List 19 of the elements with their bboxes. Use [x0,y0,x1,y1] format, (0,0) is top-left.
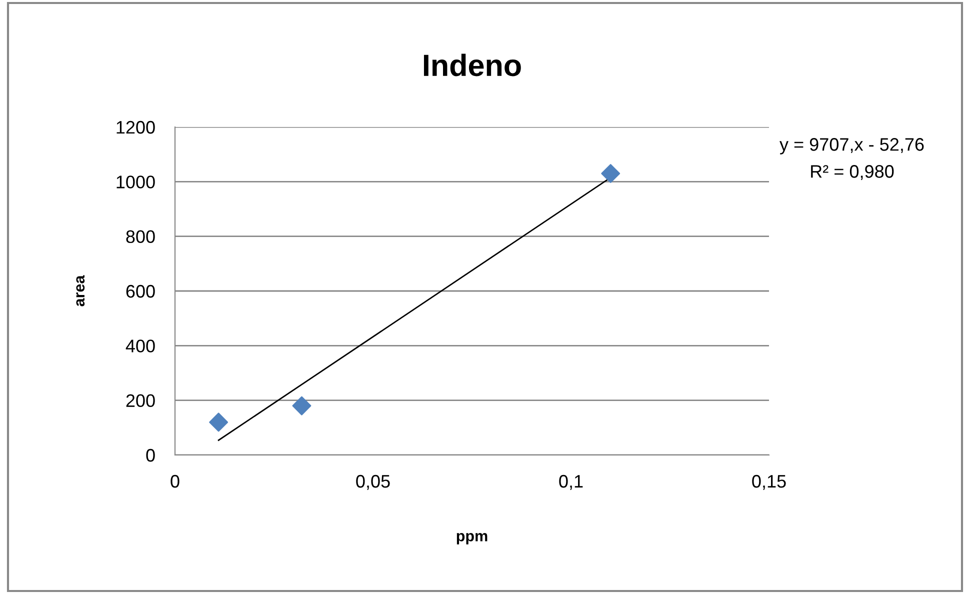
x-tick-label: 0,05 [356,474,390,490]
y-tick-label: 0 [146,448,155,462]
y-tick-label: 200 [126,394,155,408]
y-axis-title: area [76,275,85,306]
x-tick-label: 0,15 [752,474,786,490]
x-tick-label: 0,1 [559,474,583,490]
point [292,396,312,416]
y-tick-label: 800 [126,230,155,244]
y-tick-label: 400 [126,340,155,352]
text: y = 9707,x - 52,76 [780,138,924,154]
x-axis-title: ppm [456,532,488,544]
y-tick-label: 1000 [116,176,155,188]
x-tick-label: 0 [170,474,180,488]
chart-title: Indeno [424,54,521,76]
point [209,412,228,432]
point [601,164,620,183]
text: R² = 0,980 [811,165,894,180]
y-tick-label: 600 [126,284,155,298]
y-tick-label: 1200 [116,120,155,134]
